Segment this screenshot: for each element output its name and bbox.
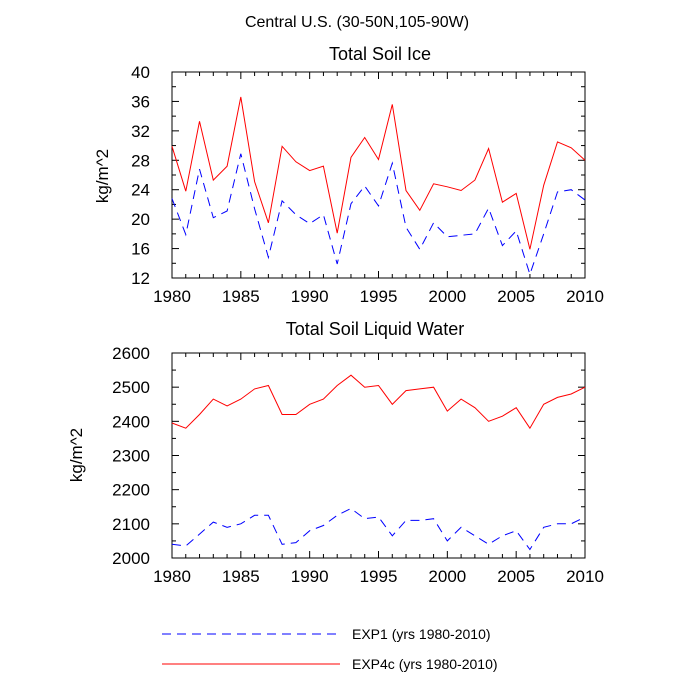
plot-frame xyxy=(171,352,586,559)
legend-label-exp1: EXP1 (yrs 1980-2010) xyxy=(352,626,491,642)
y-tick-label: 2200 xyxy=(112,481,150,500)
x-tick-label: 2010 xyxy=(566,287,604,306)
y-axis-label: kg/m^2 xyxy=(67,428,86,482)
x-tick-label: 1995 xyxy=(360,567,398,586)
x-tick-label: 2005 xyxy=(497,287,535,306)
y-tick-label: 2500 xyxy=(112,378,150,397)
x-tick-label: 1995 xyxy=(360,287,398,306)
y-axis-label: kg/m^2 xyxy=(93,149,112,203)
x-tick-label: 1990 xyxy=(291,567,329,586)
y-tick-label: 36 xyxy=(131,92,150,111)
y-tick-label: 12 xyxy=(131,269,150,288)
legend-label-exp4c: EXP4c (yrs 1980-2010) xyxy=(352,656,498,672)
x-tick-label: 2005 xyxy=(497,567,535,586)
x-tick-label: 1985 xyxy=(222,287,260,306)
y-tick-label: 2600 xyxy=(112,344,150,363)
x-tick-label: 1985 xyxy=(222,567,260,586)
y-tick-label: 28 xyxy=(131,151,150,170)
series-line-exp4c xyxy=(171,374,586,430)
legend: EXP1 (yrs 1980-2010) EXP4c (yrs 1980-201… xyxy=(162,626,498,672)
chart-panel-total-soil-ice: Total Soil Ice kg/m^2 1980 1985 1990 1995 20… xyxy=(93,44,604,306)
y-tick-label: 24 xyxy=(131,181,150,200)
figure-title: Central U.S. (30-50N,105-90W) xyxy=(245,14,469,31)
x-tick-label: 2000 xyxy=(428,567,466,586)
y-tick-label: 40 xyxy=(131,63,150,82)
series-line-exp1 xyxy=(171,153,586,276)
y-tick-label: 2000 xyxy=(112,549,150,568)
y-tick-label: 32 xyxy=(131,122,150,141)
y-tick-label: 20 xyxy=(131,210,150,229)
y-tick-label: 2400 xyxy=(112,412,150,431)
y-tick-label: 2300 xyxy=(112,447,150,466)
series-line-exp4c xyxy=(171,96,586,250)
x-tick-label: 2010 xyxy=(566,567,604,586)
x-tick-label: 1990 xyxy=(291,287,329,306)
panel-title: Total Soil Liquid Water xyxy=(286,319,464,339)
plot-frame xyxy=(171,71,586,279)
y-tick-label: 2100 xyxy=(112,515,150,534)
x-tick-label: 1980 xyxy=(153,287,191,306)
series-line-exp1 xyxy=(171,507,586,551)
y-tick-label: 16 xyxy=(131,240,150,259)
chart-panel-total-soil-liquid-water: Total Soil Liquid Water kg/m^2 1980 1985 1… xyxy=(67,319,604,586)
x-tick-label: 1980 xyxy=(153,567,191,586)
x-tick-label: 2000 xyxy=(428,287,466,306)
panel-title: Total Soil Ice xyxy=(329,44,431,64)
